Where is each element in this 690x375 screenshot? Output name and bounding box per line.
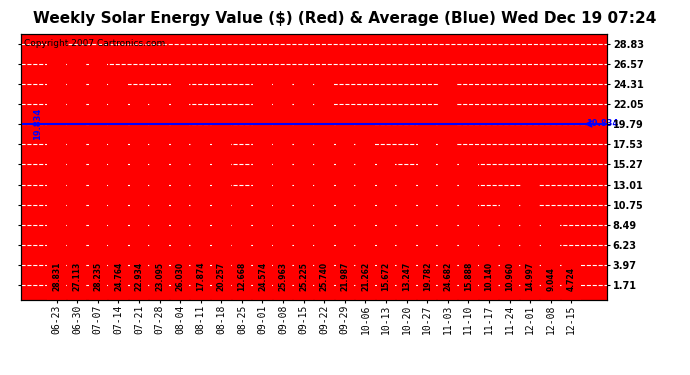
Text: 27.113: 27.113 <box>72 262 81 291</box>
Bar <box>335 105 354 300</box>
Bar <box>439 81 457 300</box>
Bar <box>48 44 66 300</box>
Text: 19.834: 19.834 <box>586 120 618 129</box>
Text: 9.044: 9.044 <box>546 267 555 291</box>
Bar <box>542 220 560 300</box>
Bar <box>500 203 519 300</box>
Text: 14.997: 14.997 <box>526 262 535 291</box>
Text: 24.682: 24.682 <box>443 262 452 291</box>
Text: 4.724: 4.724 <box>566 267 575 291</box>
Text: 17.874: 17.874 <box>196 262 205 291</box>
Bar <box>109 80 128 300</box>
Text: Copyright 2007 Cartronics.com: Copyright 2007 Cartronics.com <box>23 39 165 48</box>
Bar <box>459 159 477 300</box>
Text: 15.672: 15.672 <box>382 262 391 291</box>
Bar <box>233 188 251 300</box>
Text: 25.740: 25.740 <box>319 262 328 291</box>
Bar <box>253 82 272 300</box>
Bar <box>356 111 375 300</box>
Text: 24.764: 24.764 <box>114 262 123 291</box>
Bar <box>562 258 580 300</box>
Text: 21.262: 21.262 <box>361 262 370 291</box>
Text: 12.668: 12.668 <box>237 262 246 291</box>
Bar <box>130 96 148 300</box>
Text: 10.140: 10.140 <box>484 262 493 291</box>
Text: 25.225: 25.225 <box>299 262 308 291</box>
Text: 20.257: 20.257 <box>217 262 226 291</box>
Bar <box>212 120 230 300</box>
Text: 23.095: 23.095 <box>155 262 164 291</box>
Text: 15.888: 15.888 <box>464 262 473 291</box>
Bar <box>68 59 86 300</box>
Text: Weekly Solar Energy Value ($) (Red) & Average (Blue) Wed Dec 19 07:24: Weekly Solar Energy Value ($) (Red) & Av… <box>33 11 657 26</box>
Bar <box>295 76 313 300</box>
Text: 26.030: 26.030 <box>176 262 185 291</box>
Bar <box>274 70 293 300</box>
Bar <box>191 141 210 300</box>
Text: 19.782: 19.782 <box>423 262 432 291</box>
Bar <box>88 50 107 300</box>
Text: 25.963: 25.963 <box>279 262 288 291</box>
Text: 22.934: 22.934 <box>135 262 144 291</box>
Text: 21.987: 21.987 <box>340 262 349 291</box>
Bar <box>315 72 333 300</box>
Bar <box>480 210 498 300</box>
Bar <box>418 124 437 300</box>
Bar <box>171 69 189 300</box>
Text: 13.247: 13.247 <box>402 262 411 291</box>
Text: 28.235: 28.235 <box>93 262 102 291</box>
Text: 10.960: 10.960 <box>505 262 514 291</box>
Bar <box>377 161 395 300</box>
Bar <box>397 182 416 300</box>
Text: 28.831: 28.831 <box>52 262 61 291</box>
Text: 19.834: 19.834 <box>33 108 42 140</box>
Bar <box>150 95 169 300</box>
Bar <box>521 167 540 300</box>
Text: 24.574: 24.574 <box>258 262 267 291</box>
